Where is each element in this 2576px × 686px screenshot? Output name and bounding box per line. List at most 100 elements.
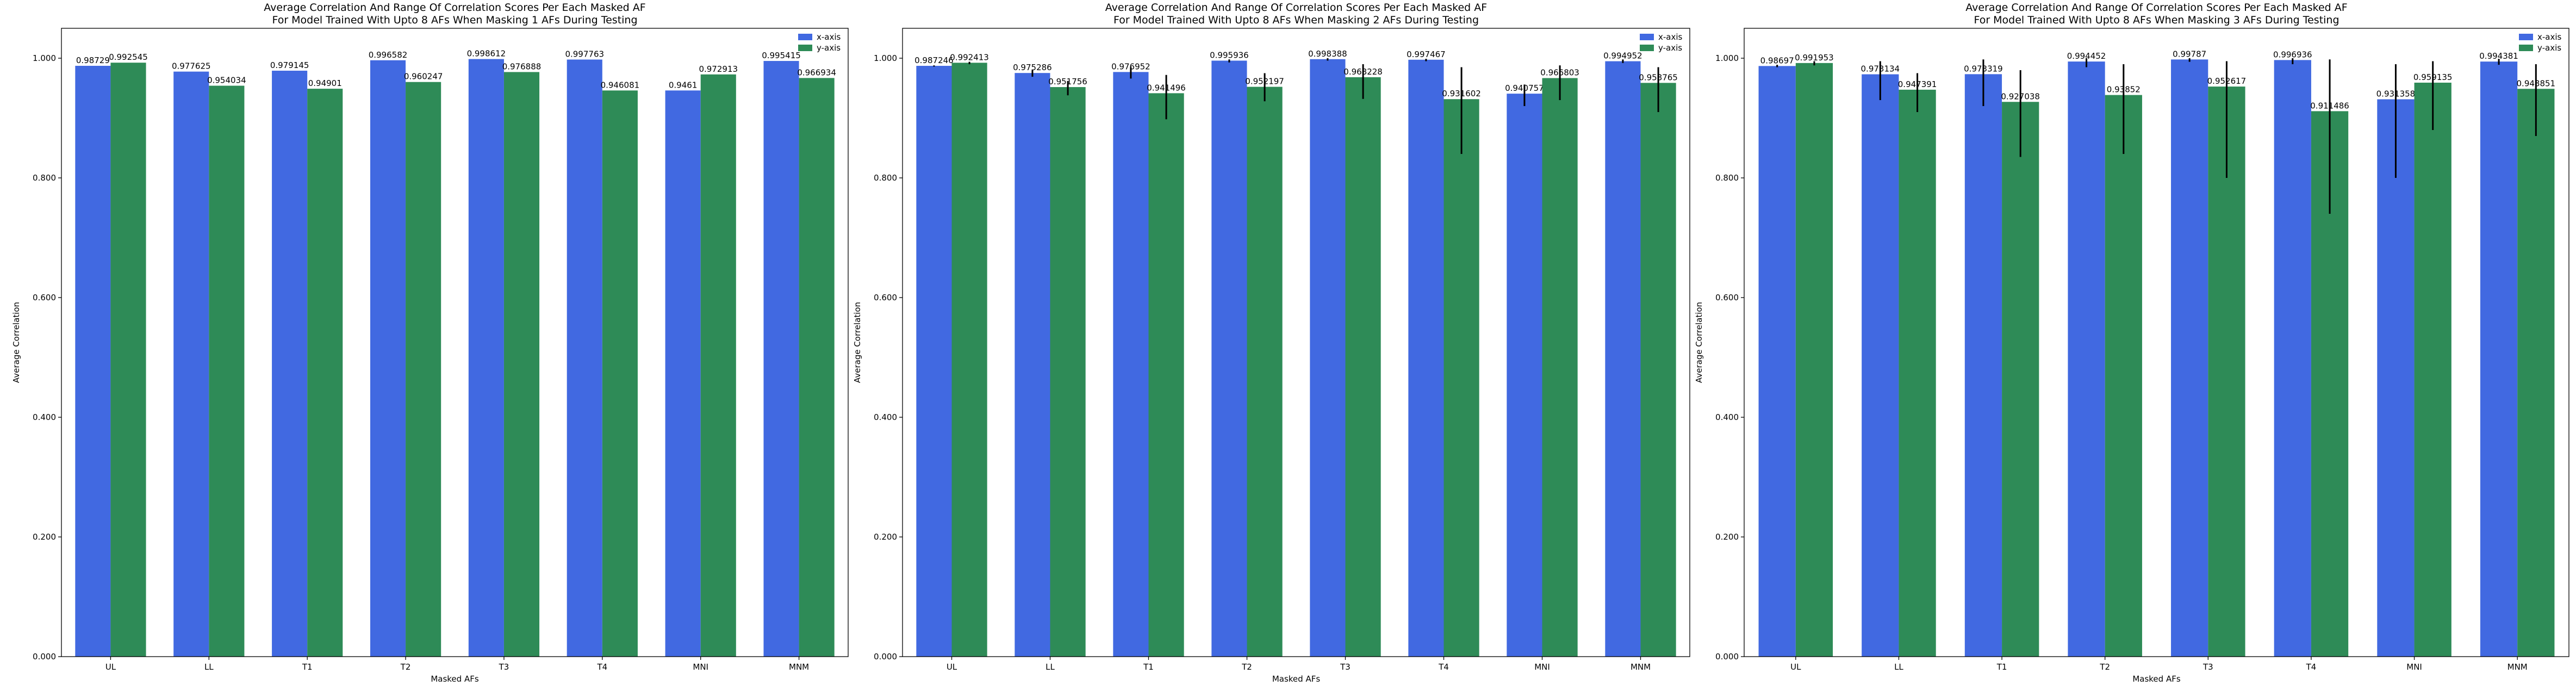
data-label: 0.941496	[1147, 83, 1186, 92]
data-label: 0.998612	[467, 49, 506, 59]
bar-x-axis-T4	[2274, 60, 2311, 657]
x-tick-label: T4	[1438, 662, 1449, 672]
bar-x-axis-MNI	[665, 90, 701, 657]
data-label: 0.959135	[2413, 72, 2453, 82]
bar-x-axis-T3	[1310, 59, 1346, 657]
data-label: 0.931358	[2376, 89, 2416, 99]
plot-frame	[61, 28, 849, 657]
plot-frame	[902, 28, 1690, 657]
data-label: 0.987246	[914, 55, 954, 65]
bar-y-axis-LL	[1899, 89, 1936, 657]
data-label: 0.99787	[2173, 49, 2206, 59]
chart-title: Average Correlation And Range Of Correla…	[1965, 2, 2347, 14]
bar-x-axis-LL	[1862, 74, 1899, 657]
y-tick-label: 0.800	[1715, 173, 1739, 183]
y-tick-label: 0.600	[874, 293, 897, 302]
y-tick-label: 0.600	[1715, 293, 1739, 302]
data-label: 0.977625	[172, 61, 211, 71]
bar-y-axis-T2	[2105, 95, 2142, 657]
data-label: 0.98697	[1760, 55, 1794, 65]
data-label: 0.991953	[1795, 53, 1834, 63]
bar-x-axis-MNM	[2480, 61, 2518, 657]
bar-y-axis-LL	[1050, 87, 1086, 657]
data-label: 0.927038	[2001, 91, 2040, 101]
bar-y-axis-MNI	[2414, 82, 2451, 657]
x-tick-label: LL	[1046, 662, 1055, 672]
bar-x-axis-T2	[370, 60, 406, 657]
x-tick-label: UL	[105, 662, 116, 672]
x-tick-label: T4	[596, 662, 607, 672]
data-label: 0.954034	[207, 76, 246, 85]
y-tick-label: 0.400	[33, 412, 56, 422]
data-label: 0.94901	[308, 78, 342, 88]
bar-x-axis-UL	[916, 66, 952, 657]
bar-y-axis-T2	[406, 82, 441, 657]
bar-y-axis-T3	[503, 72, 540, 657]
y-tick-label: 0.400	[1715, 412, 1739, 422]
y-tick-label: 0.000	[874, 652, 897, 662]
y-tick-label: 0.200	[874, 532, 897, 542]
bar-x-axis-T3	[2171, 59, 2208, 657]
data-label: 0.979145	[270, 60, 309, 70]
data-label: 0.931602	[1442, 89, 1481, 98]
y-tick-label: 1.000	[874, 53, 897, 63]
data-label: 0.98729	[76, 55, 110, 65]
legend-swatch-y-axis	[2519, 45, 2533, 51]
legend-label: x-axis	[2537, 32, 2562, 42]
y-tick-label: 0.200	[33, 532, 56, 542]
bar-y-axis-UL	[951, 63, 987, 657]
y-axis-label: Average Correlation	[1694, 302, 1704, 383]
y-tick-label: 0.200	[1715, 532, 1739, 542]
data-label: 0.996582	[369, 50, 408, 60]
data-label: 0.966934	[797, 67, 836, 77]
bar-y-axis-LL	[209, 85, 245, 657]
bar-x-axis-MNI	[1507, 94, 1542, 657]
data-label: 0.997763	[565, 49, 604, 59]
bar-x-axis-LL	[1015, 73, 1050, 657]
x-tick-label: T3	[1340, 662, 1351, 672]
data-label: 0.951756	[1048, 77, 1087, 86]
x-tick-label: T3	[2202, 662, 2213, 672]
data-label: 0.973319	[1964, 64, 2003, 73]
legend-label: y-axis	[817, 43, 841, 53]
x-tick-label: UL	[1790, 662, 1801, 672]
x-axis-label: Masked AFs	[1272, 674, 1321, 684]
y-tick-label: 0.800	[33, 173, 56, 183]
data-label: 0.960247	[404, 72, 443, 82]
bar-x-axis-T1	[272, 70, 308, 657]
y-tick-label: 0.800	[874, 173, 897, 183]
x-tick-label: MNM	[2507, 662, 2528, 672]
bar-y-axis-MNM	[1640, 83, 1676, 657]
bar-x-axis-LL	[173, 71, 209, 657]
data-label: 0.93852	[2107, 85, 2141, 95]
x-tick-label: MNM	[1631, 662, 1651, 672]
chart-subtitle: For Model Trained With Upto 8 AFs When M…	[272, 14, 637, 26]
chart-title: Average Correlation And Range Of Correla…	[1105, 2, 1487, 14]
chart-panel-1: Average Correlation And Range Of Correla…	[11, 2, 849, 684]
bar-x-axis-T3	[468, 59, 504, 657]
chart-subtitle: For Model Trained With Upto 8 AFs When M…	[1113, 14, 1479, 26]
x-tick-label: T1	[302, 662, 313, 672]
legend-swatch-x-axis	[1640, 34, 1654, 40]
chart-panel-2: Average Correlation And Range Of Correla…	[853, 2, 1690, 684]
bar-x-axis-MNM	[1605, 61, 1641, 657]
x-tick-label: T1	[1996, 662, 2007, 672]
bar-y-axis-MNI	[700, 74, 736, 657]
data-label: 0.948851	[2517, 78, 2556, 88]
x-tick-label: T2	[2099, 662, 2110, 672]
chart-subtitle: For Model Trained With Upto 8 AFs When M…	[1974, 14, 2339, 26]
legend-label: x-axis	[1658, 32, 1683, 42]
data-label: 0.995936	[1210, 50, 1249, 60]
y-tick-label: 1.000	[33, 53, 56, 63]
bar-x-axis-T1	[1113, 72, 1149, 657]
data-label: 0.992413	[950, 52, 989, 62]
legend-label: x-axis	[817, 32, 841, 42]
data-label: 0.947391	[1898, 79, 1937, 89]
y-axis-label: Average Correlation	[853, 302, 862, 383]
bar-y-axis-UL	[1795, 63, 1833, 657]
x-tick-label: T4	[2306, 662, 2317, 672]
data-label: 0.968228	[1343, 67, 1383, 77]
